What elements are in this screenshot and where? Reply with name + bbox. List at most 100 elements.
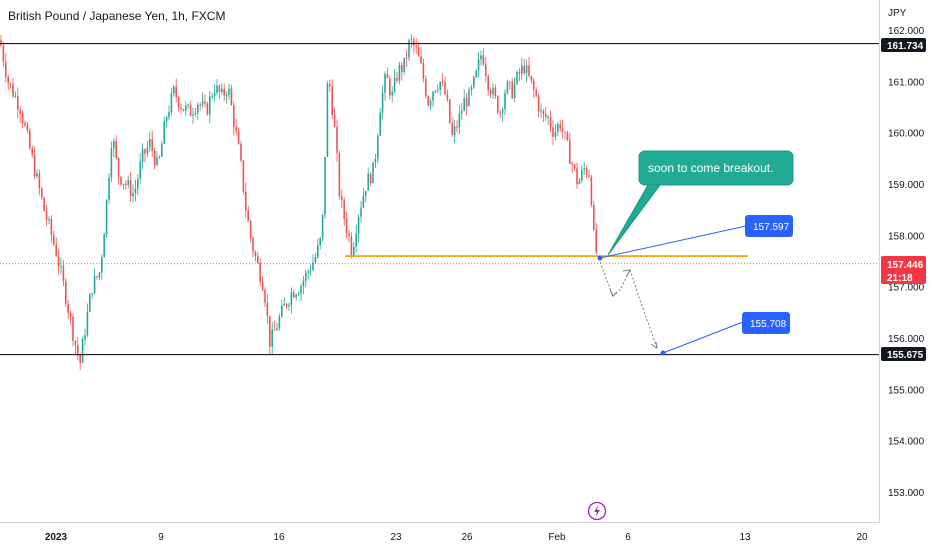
candle-body — [353, 246, 355, 255]
candle-body — [21, 114, 24, 124]
candle-body — [530, 75, 533, 81]
candle-body — [576, 168, 578, 185]
candle-body — [523, 65, 525, 74]
candle-body — [377, 135, 379, 159]
candle-body — [43, 197, 45, 212]
lower-target-tag[interactable]: 155.708 — [660, 312, 791, 356]
candle-body — [53, 235, 55, 245]
candle-body — [230, 88, 233, 106]
candle-body — [91, 293, 93, 295]
projection-arrowhead — [622, 269, 631, 277]
candle-body — [206, 103, 209, 115]
support-price-flag: 155.675 — [881, 347, 926, 361]
candle-body — [89, 294, 91, 312]
time-axis: 2023 9 16 23 26 Feb 6 13 20 — [45, 532, 868, 543]
candle-body — [281, 305, 283, 317]
candle-body — [360, 207, 362, 217]
candle-body — [252, 237, 254, 253]
candle-body — [72, 316, 74, 341]
candle-body — [319, 237, 321, 246]
candle-body — [26, 125, 29, 131]
price-tick-label: 159.000 — [888, 180, 925, 191]
candle-body — [449, 99, 451, 124]
candle-body — [153, 150, 156, 166]
candle-body — [461, 111, 463, 114]
candle-body — [581, 169, 583, 181]
candle-body — [441, 81, 444, 83]
candle-body — [134, 188, 137, 194]
candle-body — [77, 344, 79, 355]
candle-body — [237, 131, 240, 144]
candle-body — [197, 104, 199, 113]
candle-body — [540, 110, 542, 112]
candle-body — [355, 233, 357, 247]
candle-body — [127, 180, 129, 185]
candle-body — [456, 126, 458, 128]
price-tick-label: 160.000 — [888, 129, 925, 140]
candle-body — [185, 105, 187, 111]
candle-body — [69, 312, 72, 317]
candle-body — [348, 233, 350, 237]
candle-body — [24, 123, 26, 126]
current-price-value: 157.446 — [887, 260, 924, 271]
candle-body — [201, 101, 204, 105]
candle-body — [257, 256, 259, 263]
candle-body — [422, 62, 425, 79]
candle-body — [175, 86, 177, 98]
candle-body — [168, 112, 170, 118]
breakout-callout[interactable]: soon to come breakout. — [607, 150, 794, 256]
candle-body — [365, 190, 367, 196]
price-tick-label: 156.000 — [888, 334, 925, 345]
candle-body — [480, 55, 482, 60]
candle-body — [413, 39, 415, 46]
candle-body — [103, 234, 105, 258]
candle-body — [504, 93, 506, 110]
candle-body — [357, 216, 360, 234]
candle-body — [173, 86, 175, 94]
candle-body — [398, 64, 401, 81]
price-tick-label: 154.000 — [888, 437, 925, 448]
candle-body — [2, 45, 5, 62]
upper-target-tag[interactable]: 157.597 — [597, 215, 794, 261]
candle-body — [585, 168, 588, 176]
candle-body — [475, 70, 477, 77]
candle-body — [345, 218, 348, 234]
candle-body — [65, 280, 67, 304]
candle-body — [389, 78, 391, 96]
candle-body — [137, 178, 139, 189]
candle-body — [446, 94, 449, 100]
candle-body — [216, 85, 218, 93]
candle-body — [564, 131, 566, 133]
candle-body — [497, 95, 499, 113]
time-tick-label: 23 — [390, 532, 402, 543]
candle-body — [321, 214, 324, 238]
candle-body — [101, 257, 103, 273]
candle-body — [439, 81, 441, 90]
candle-body — [7, 76, 9, 84]
candle-body — [571, 163, 573, 165]
candle-body — [492, 87, 494, 95]
candle-body — [458, 113, 461, 128]
candle-body — [9, 83, 12, 85]
candle-body — [290, 292, 293, 305]
candle-body — [403, 57, 405, 72]
candle-body — [408, 40, 410, 58]
candle-body — [0, 40, 2, 46]
candle-body — [384, 73, 386, 93]
candle-body — [494, 87, 497, 96]
candle-body — [477, 59, 480, 71]
candle-body — [276, 328, 278, 331]
candle-body — [324, 156, 326, 215]
candle-body — [362, 195, 365, 208]
candle-body — [578, 180, 581, 185]
candle-body — [295, 294, 297, 298]
projection-arrowhead — [650, 341, 658, 350]
candle-body — [125, 183, 127, 185]
lightning-event-icon[interactable] — [587, 501, 607, 521]
time-tick-label: 13 — [739, 532, 751, 543]
candle-body — [67, 303, 69, 313]
candle-body — [144, 149, 146, 154]
candle-body — [521, 65, 523, 74]
chart-title: British Pound / Japanese Yen, 1h, FXCM — [8, 9, 226, 23]
